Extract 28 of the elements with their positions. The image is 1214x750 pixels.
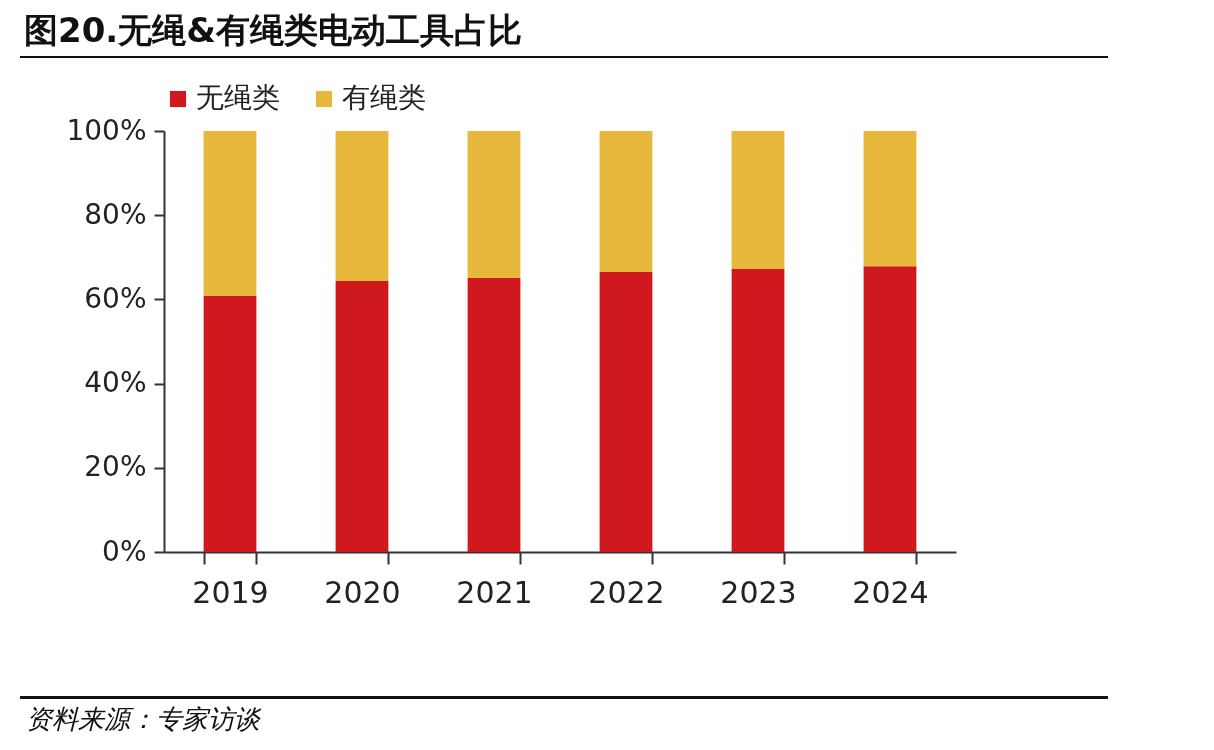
bar xyxy=(731,131,785,270)
x-tick-label: 2021 xyxy=(456,574,533,610)
bar xyxy=(203,131,257,297)
bar xyxy=(599,131,653,273)
chart-title: 图20.无绳&有绳类电动工具占比 xyxy=(24,9,522,52)
y-tick-label: 80% xyxy=(84,197,147,231)
legend-label: 有绳类 xyxy=(342,81,426,114)
y-tick-label: 100% xyxy=(66,113,147,147)
bar xyxy=(335,131,389,281)
y-tick-label: 60% xyxy=(84,281,147,315)
bar xyxy=(731,269,785,552)
bar xyxy=(863,266,917,552)
y-tick-label: 40% xyxy=(84,366,147,400)
x-tick-label: 2022 xyxy=(588,574,665,610)
bar xyxy=(467,131,521,278)
y-tick-label: 20% xyxy=(84,450,147,484)
bar xyxy=(863,131,917,267)
text: 资料来源：专家访谈 xyxy=(26,703,260,736)
x-tick-label: 2020 xyxy=(324,574,401,610)
legend-label: 无绳类 xyxy=(196,81,280,114)
bar xyxy=(467,277,521,552)
y-tick-label: 0% xyxy=(102,534,147,568)
x-tick-label: 2019 xyxy=(192,574,269,610)
x-tick-label: 2023 xyxy=(720,574,797,610)
bar xyxy=(335,280,389,552)
bar xyxy=(203,296,257,552)
bar xyxy=(599,272,653,552)
x-tick-label: 2024 xyxy=(852,574,929,610)
